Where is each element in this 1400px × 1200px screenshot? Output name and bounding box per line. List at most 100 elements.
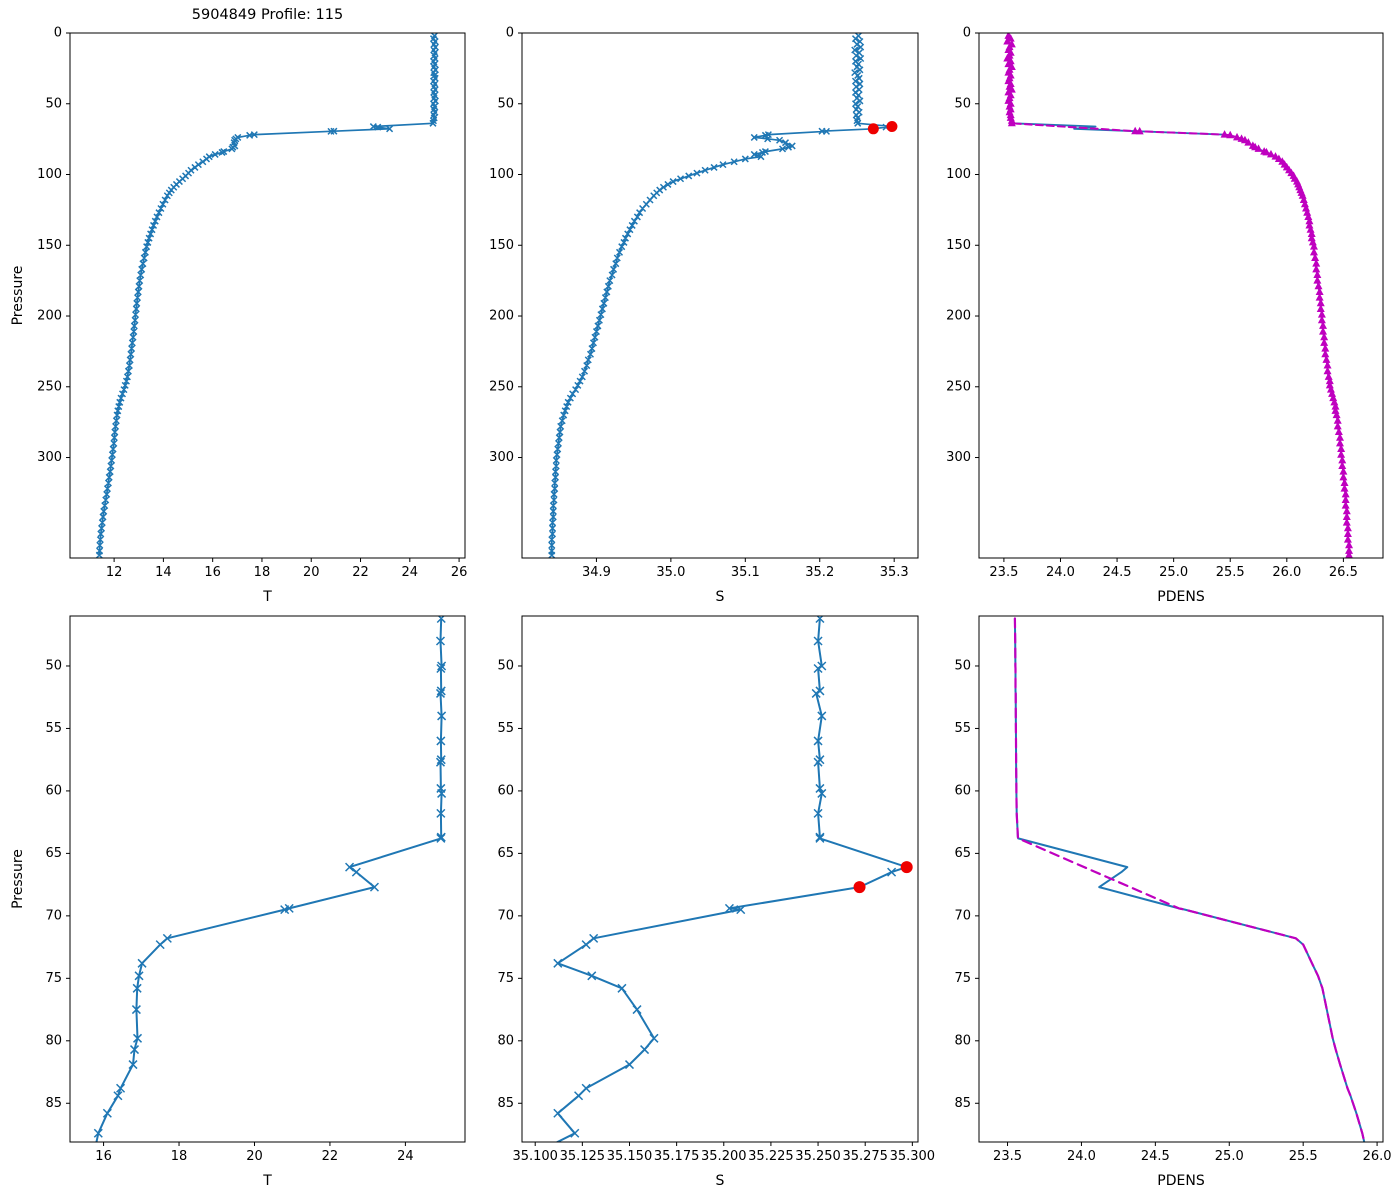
x-tick-label: 35.300 [890, 1149, 936, 1164]
x-tick-label: 35.150 [607, 1149, 653, 1164]
x-tick-label: 24.5 [1141, 1149, 1170, 1164]
x-tick-label: 26 [451, 565, 468, 580]
y-tick-label: 250 [489, 379, 514, 394]
x-tick-label: 20 [303, 565, 320, 580]
y-tick-label: 65 [954, 846, 971, 861]
x-tick-label: 35.200 [701, 1149, 747, 1164]
x-tick-label: 18 [254, 565, 271, 580]
subplot-t-full: 12 14 16 18 20 22 24 26 0 50 100 150 200 250 300 T Press… [10, 26, 467, 606]
flagged-points-dot-marker [867, 123, 879, 135]
axes-spines-t-zoom [69, 615, 466, 1143]
x-tick-label: 35.3 [880, 565, 909, 580]
x-tick-label: 26.5 [1329, 565, 1358, 580]
x-tick-label: 18 [171, 1149, 188, 1164]
y-tick-label: 70 [954, 908, 971, 923]
subplot-s-full: 34.9 35.0 35.1 35.2 35.3 0 50 100 150 200 250 300 S [489, 26, 919, 605]
x-tick-label: 23.5 [989, 565, 1018, 580]
subplot-pdens-full: 23.5 24.0 24.5 25.0 25.5 26.0 26.5 0 50 100 150 200… [946, 26, 1384, 605]
x-tick-label: 25.5 [1289, 1149, 1318, 1164]
pdens-adjusted-line [1006, 34, 1351, 557]
salinity-zoom-line [555, 617, 908, 1142]
x-tick-label: 35.100 [512, 1149, 558, 1164]
y-tick-label: 75 [45, 971, 62, 986]
y-tick-label: 55 [45, 721, 62, 736]
x-axis-label: T [262, 589, 272, 605]
figure-title: 5904849 Profile: 115 [191, 7, 344, 23]
axes-spines-s-zoom [521, 615, 919, 1143]
x-tick-label: 20 [246, 1149, 263, 1164]
y-tick-label: 100 [489, 167, 514, 182]
y-tick-label: 50 [954, 96, 971, 111]
x-axis-label: PDENS [1157, 1173, 1205, 1189]
y-tick-label: 300 [946, 450, 971, 465]
y-tick-label: 80 [497, 1033, 514, 1048]
y-tick-label: 80 [45, 1033, 62, 1048]
x-tick-label: 25.0 [1215, 1149, 1244, 1164]
subplot-t-zoom: 16 18 20 22 24 50 55 60 65 70 75 80 85 T Pressure [10, 615, 466, 1189]
axes-spines-pdens-full [978, 32, 1384, 559]
y-tick-label: 60 [954, 783, 971, 798]
x-axis-label: T [262, 1173, 272, 1189]
y-tick-label: 0 [54, 26, 62, 41]
temperature-profile-x-markers [95, 33, 439, 558]
y-tick-label: 55 [954, 721, 971, 736]
x-axis-label: PDENS [1157, 589, 1205, 605]
y-tick-label: 100 [946, 167, 971, 182]
y-tick-label: 80 [954, 1033, 971, 1048]
pdens-adjusted-triangle-markers [1003, 33, 1354, 558]
y-tick-label: 150 [489, 238, 514, 253]
y-axis-label: Pressure [10, 266, 26, 326]
x-tick-label: 25.0 [1159, 565, 1188, 580]
y-tick-label: 200 [946, 309, 971, 324]
x-tick-label: 24 [402, 565, 419, 580]
y-tick-label: 0 [506, 26, 514, 41]
x-tick-label: 34.9 [582, 565, 611, 580]
y-tick-label: 50 [45, 96, 62, 111]
x-axis-label: S [716, 589, 725, 605]
x-tick-label: 14 [155, 565, 172, 580]
temperature-profile-line [98, 34, 437, 557]
y-tick-label: 85 [954, 1096, 971, 1111]
y-tick-label: 60 [45, 783, 62, 798]
x-tick-label: 24 [397, 1149, 414, 1164]
x-tick-label: 22 [322, 1149, 339, 1164]
y-tick-label: 65 [45, 846, 62, 861]
subplot-pdens-zoom: 23.5 24.0 24.5 25.0 25.5 26.0 50 55 60 65 70 75 80 85… [954, 615, 1392, 1189]
salinity-profile-x-markers [548, 33, 896, 558]
x-tick-label: 35.0 [656, 565, 685, 580]
y-tick-label: 100 [37, 167, 62, 182]
y-tick-label: 75 [954, 971, 971, 986]
y-tick-label: 300 [37, 450, 62, 465]
flagged-points-zoom-dot-marker [853, 881, 866, 894]
y-tick-label: 200 [489, 309, 514, 324]
temperature-zoom-x-markers [93, 616, 447, 1138]
y-tick-label: 50 [45, 658, 62, 673]
flagged-points-zoom-dot-marker [900, 861, 913, 874]
x-tick-label: 16 [95, 1149, 112, 1164]
x-tick-label: 35.1 [731, 565, 760, 580]
x-tick-label: 26.0 [1272, 565, 1301, 580]
x-tick-label: 24.0 [1046, 565, 1075, 580]
x-tick-label: 12 [106, 565, 123, 580]
y-tick-label: 60 [497, 783, 514, 798]
axes-spines-pdens-zoom [978, 615, 1384, 1143]
y-tick-label: 50 [497, 658, 514, 673]
x-tick-label: 35.275 [842, 1149, 888, 1164]
y-tick-label: 150 [946, 238, 971, 253]
y-tick-label: 75 [497, 971, 514, 986]
y-tick-label: 65 [497, 846, 514, 861]
y-tick-label: 0 [963, 26, 971, 41]
axes-spines-s-full [521, 32, 919, 559]
x-tick-label: 35.250 [795, 1149, 841, 1164]
x-axis-label: S [716, 1173, 725, 1189]
x-tick-label: 35.125 [560, 1149, 606, 1164]
temperature-zoom-line [95, 617, 443, 1142]
y-tick-label: 150 [37, 238, 62, 253]
y-tick-label: 200 [37, 309, 62, 324]
x-tick-label: 24.0 [1067, 1149, 1096, 1164]
x-tick-label: 26.0 [1363, 1149, 1392, 1164]
x-tick-label: 23.5 [993, 1149, 1022, 1164]
x-tick-label: 35.175 [654, 1149, 700, 1164]
pdens-zoom-raw-line [1013, 617, 1366, 1142]
